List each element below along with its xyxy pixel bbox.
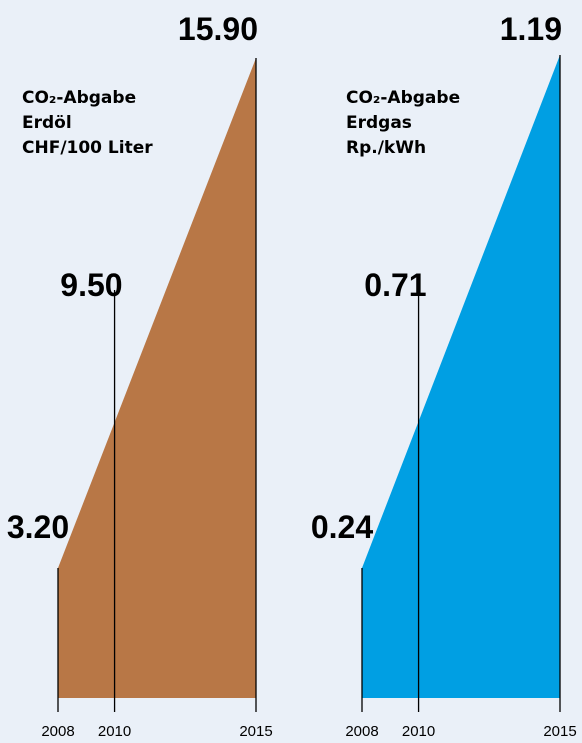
data-label: 9.50 (60, 267, 122, 303)
data-label: 1.19 (500, 11, 562, 47)
x-tick-label: 2015 (543, 723, 576, 740)
chart-title-oil: CO₂-Abgabe Erdöl CHF/100 Liter (22, 86, 153, 161)
data-label: 0.71 (364, 267, 426, 303)
x-tick-label: 2010 (402, 723, 435, 740)
title-line: CO₂-Abgabe (22, 88, 137, 108)
title-line: Erdgas (346, 113, 412, 133)
chart-title-gas: CO₂-Abgabe Erdgas Rp./kWh (346, 86, 460, 161)
x-tick-label: 2008 (41, 723, 74, 740)
data-label: 15.90 (178, 11, 258, 47)
title-line: CHF/100 Liter (22, 138, 153, 158)
title-line: CO₂-Abgabe (346, 88, 461, 108)
title-line: Erdöl (22, 113, 72, 133)
x-tick-label: 2008 (345, 723, 378, 740)
title-line: Rp./kWh (346, 138, 427, 158)
data-label: 3.20 (7, 509, 69, 545)
data-label: 0.24 (311, 509, 373, 545)
area-fill (58, 58, 256, 698)
area-fill (362, 55, 560, 698)
x-tick-label: 2010 (98, 723, 131, 740)
x-tick-label: 2015 (239, 723, 272, 740)
